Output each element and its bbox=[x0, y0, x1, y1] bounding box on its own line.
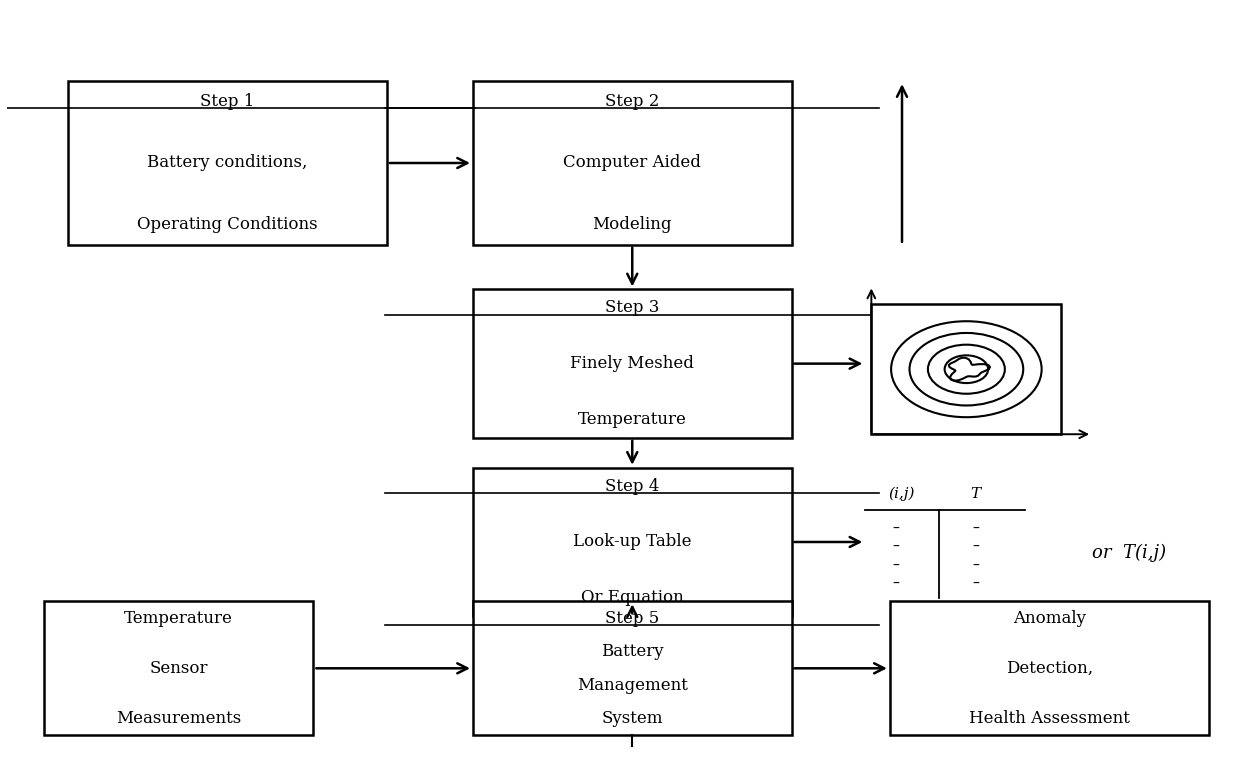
Text: (i,j): (i,j) bbox=[889, 487, 915, 501]
Text: Computer Aided: Computer Aided bbox=[563, 154, 701, 172]
Text: –: – bbox=[972, 578, 980, 591]
Text: Management: Management bbox=[577, 677, 688, 693]
Text: Finely Meshed: Finely Meshed bbox=[570, 355, 694, 372]
Text: or  T(i,j): or T(i,j) bbox=[1091, 544, 1166, 562]
Text: Modeling: Modeling bbox=[593, 216, 672, 233]
Text: Health Assessment: Health Assessment bbox=[968, 710, 1130, 727]
Bar bbox=[890, 601, 1209, 735]
Bar bbox=[472, 601, 791, 735]
Text: –: – bbox=[972, 559, 980, 573]
Text: Temperature: Temperature bbox=[124, 609, 233, 627]
Text: –: – bbox=[893, 522, 899, 536]
Text: Step 3: Step 3 bbox=[605, 300, 660, 316]
Bar bbox=[68, 81, 387, 245]
Text: Look-up Table: Look-up Table bbox=[573, 534, 692, 550]
Text: –: – bbox=[972, 540, 980, 554]
Text: Detection,: Detection, bbox=[1006, 660, 1092, 677]
Text: T: T bbox=[971, 487, 981, 500]
Text: Temperature: Temperature bbox=[578, 411, 687, 428]
Text: Battery conditions,: Battery conditions, bbox=[148, 154, 308, 172]
Text: –: – bbox=[893, 559, 899, 573]
Text: –: – bbox=[893, 578, 899, 591]
Text: System: System bbox=[601, 710, 663, 727]
Text: –: – bbox=[972, 522, 980, 536]
Text: Battery: Battery bbox=[601, 643, 663, 660]
Bar bbox=[472, 468, 791, 616]
Bar bbox=[872, 304, 1061, 435]
Bar bbox=[472, 289, 791, 438]
Text: Sensor: Sensor bbox=[149, 660, 208, 677]
Text: Anomaly: Anomaly bbox=[1013, 609, 1086, 627]
Text: Step 4: Step 4 bbox=[605, 478, 660, 495]
Text: Operating Conditions: Operating Conditions bbox=[138, 216, 317, 233]
Bar bbox=[472, 81, 791, 245]
Text: Step 1: Step 1 bbox=[201, 93, 255, 111]
Text: –: – bbox=[893, 540, 899, 554]
Text: Step 2: Step 2 bbox=[605, 93, 660, 111]
Text: Or Equation: Or Equation bbox=[580, 589, 683, 606]
Text: Step 5: Step 5 bbox=[605, 609, 660, 627]
Text: Measurements: Measurements bbox=[117, 710, 242, 727]
Bar bbox=[43, 601, 314, 735]
